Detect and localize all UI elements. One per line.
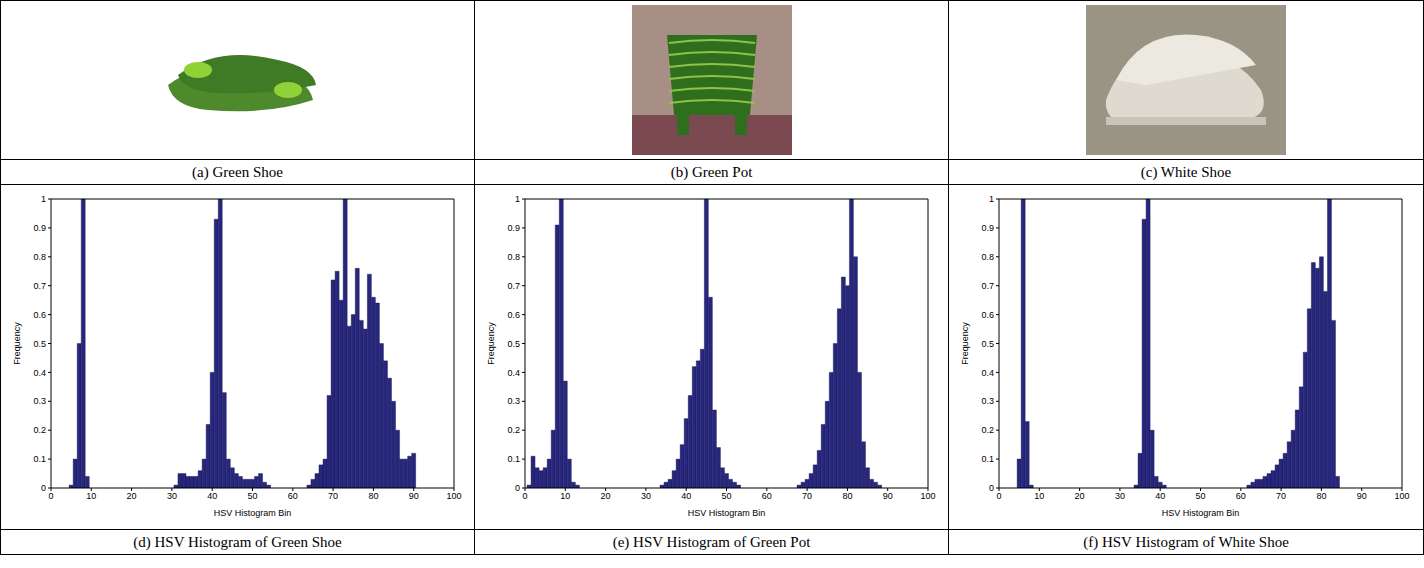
svg-text:20: 20 bbox=[1075, 491, 1085, 501]
svg-text:80: 80 bbox=[842, 491, 852, 501]
svg-text:HSV Histogram Bin: HSV Histogram Bin bbox=[213, 508, 291, 518]
svg-text:40: 40 bbox=[681, 491, 691, 501]
svg-text:50: 50 bbox=[247, 491, 257, 501]
svg-text:0.8: 0.8 bbox=[507, 252, 520, 262]
html-text:(d) HSV Histogram of Green Sho: (d) HSV Histogram of Green Shoe bbox=[133, 533, 342, 550]
svg-text:40: 40 bbox=[1155, 491, 1165, 501]
svg-text:0.4: 0.4 bbox=[981, 368, 994, 378]
svg-text:0: 0 bbox=[40, 483, 45, 493]
svg-text:0.9: 0.9 bbox=[507, 223, 520, 233]
svg-text:0.4: 0.4 bbox=[507, 368, 520, 378]
html-text:(f) HSV Histogram of White Sho: (f) HSV Histogram of White Shoe bbox=[1083, 533, 1289, 550]
svg-text:0.1: 0.1 bbox=[507, 454, 520, 464]
svg-text:100: 100 bbox=[920, 491, 935, 501]
svg-text:0.9: 0.9 bbox=[981, 223, 994, 233]
svg-text:HSV Histogram Bin: HSV Histogram Bin bbox=[1162, 508, 1240, 518]
svg-text:Frequency: Frequency bbox=[960, 322, 970, 365]
svg-text:50: 50 bbox=[1195, 491, 1205, 501]
svg-text:0: 0 bbox=[996, 491, 1001, 501]
svg-text:0.3: 0.3 bbox=[33, 396, 46, 406]
svg-text:0.2: 0.2 bbox=[981, 425, 994, 435]
svg-text:30: 30 bbox=[1115, 491, 1125, 501]
svg-text:Frequency: Frequency bbox=[12, 322, 22, 365]
svg-text:0.2: 0.2 bbox=[33, 425, 46, 435]
html-text:(e) HSV Histogram of Green Pot: (e) HSV Histogram of Green Pot bbox=[612, 533, 811, 550]
svg-text:0: 0 bbox=[48, 491, 53, 501]
svg-text:0.7: 0.7 bbox=[33, 281, 46, 291]
html-text:(a) Green Shoe: (a) Green Shoe bbox=[192, 163, 283, 180]
svg-text:HSV Histogram Bin: HSV Histogram Bin bbox=[687, 508, 765, 518]
svg-text:90: 90 bbox=[882, 491, 892, 501]
svg-text:1: 1 bbox=[514, 194, 519, 204]
svg-text:0.8: 0.8 bbox=[981, 252, 994, 262]
svg-text:90: 90 bbox=[408, 491, 418, 501]
svg-text:0.6: 0.6 bbox=[981, 310, 994, 320]
svg-text:80: 80 bbox=[1316, 491, 1326, 501]
svg-text:1: 1 bbox=[40, 194, 45, 204]
svg-text:0.6: 0.6 bbox=[33, 310, 46, 320]
svg-text:90: 90 bbox=[1357, 491, 1367, 501]
svg-text:0.1: 0.1 bbox=[981, 454, 994, 464]
svg-text:20: 20 bbox=[126, 491, 136, 501]
svg-text:0.3: 0.3 bbox=[507, 396, 520, 406]
svg-text:70: 70 bbox=[802, 491, 812, 501]
svg-text:10: 10 bbox=[1034, 491, 1044, 501]
html-text:(b) Green Pot: (b) Green Pot bbox=[670, 163, 753, 180]
svg-text:0: 0 bbox=[522, 491, 527, 501]
svg-text:0.9: 0.9 bbox=[33, 223, 46, 233]
svg-text:0.7: 0.7 bbox=[981, 281, 994, 291]
svg-text:0.7: 0.7 bbox=[507, 281, 520, 291]
html-text:(c) White Shoe: (c) White Shoe bbox=[1140, 163, 1232, 180]
svg-text:1: 1 bbox=[989, 194, 994, 204]
svg-text:0.5: 0.5 bbox=[33, 339, 46, 349]
svg-text:70: 70 bbox=[328, 491, 338, 501]
svg-text:Frequency: Frequency bbox=[486, 322, 496, 365]
svg-text:60: 60 bbox=[761, 491, 771, 501]
svg-text:0: 0 bbox=[514, 483, 519, 493]
svg-text:0.6: 0.6 bbox=[507, 310, 520, 320]
svg-text:0.5: 0.5 bbox=[981, 339, 994, 349]
svg-text:30: 30 bbox=[640, 491, 650, 501]
svg-text:100: 100 bbox=[446, 491, 461, 501]
svg-text:0.8: 0.8 bbox=[33, 252, 46, 262]
svg-text:0.5: 0.5 bbox=[507, 339, 520, 349]
svg-text:100: 100 bbox=[1394, 491, 1409, 501]
svg-text:10: 10 bbox=[86, 491, 96, 501]
svg-text:0: 0 bbox=[989, 483, 994, 493]
svg-text:0.4: 0.4 bbox=[33, 368, 46, 378]
svg-text:30: 30 bbox=[166, 491, 176, 501]
svg-text:60: 60 bbox=[287, 491, 297, 501]
svg-text:40: 40 bbox=[207, 491, 217, 501]
svg-text:70: 70 bbox=[1276, 491, 1286, 501]
svg-text:20: 20 bbox=[600, 491, 610, 501]
svg-text:0.1: 0.1 bbox=[33, 454, 46, 464]
svg-text:10: 10 bbox=[560, 491, 570, 501]
svg-text:0.3: 0.3 bbox=[981, 396, 994, 406]
svg-text:0.2: 0.2 bbox=[507, 425, 520, 435]
svg-text:80: 80 bbox=[368, 491, 378, 501]
svg-text:60: 60 bbox=[1236, 491, 1246, 501]
svg-text:50: 50 bbox=[721, 491, 731, 501]
